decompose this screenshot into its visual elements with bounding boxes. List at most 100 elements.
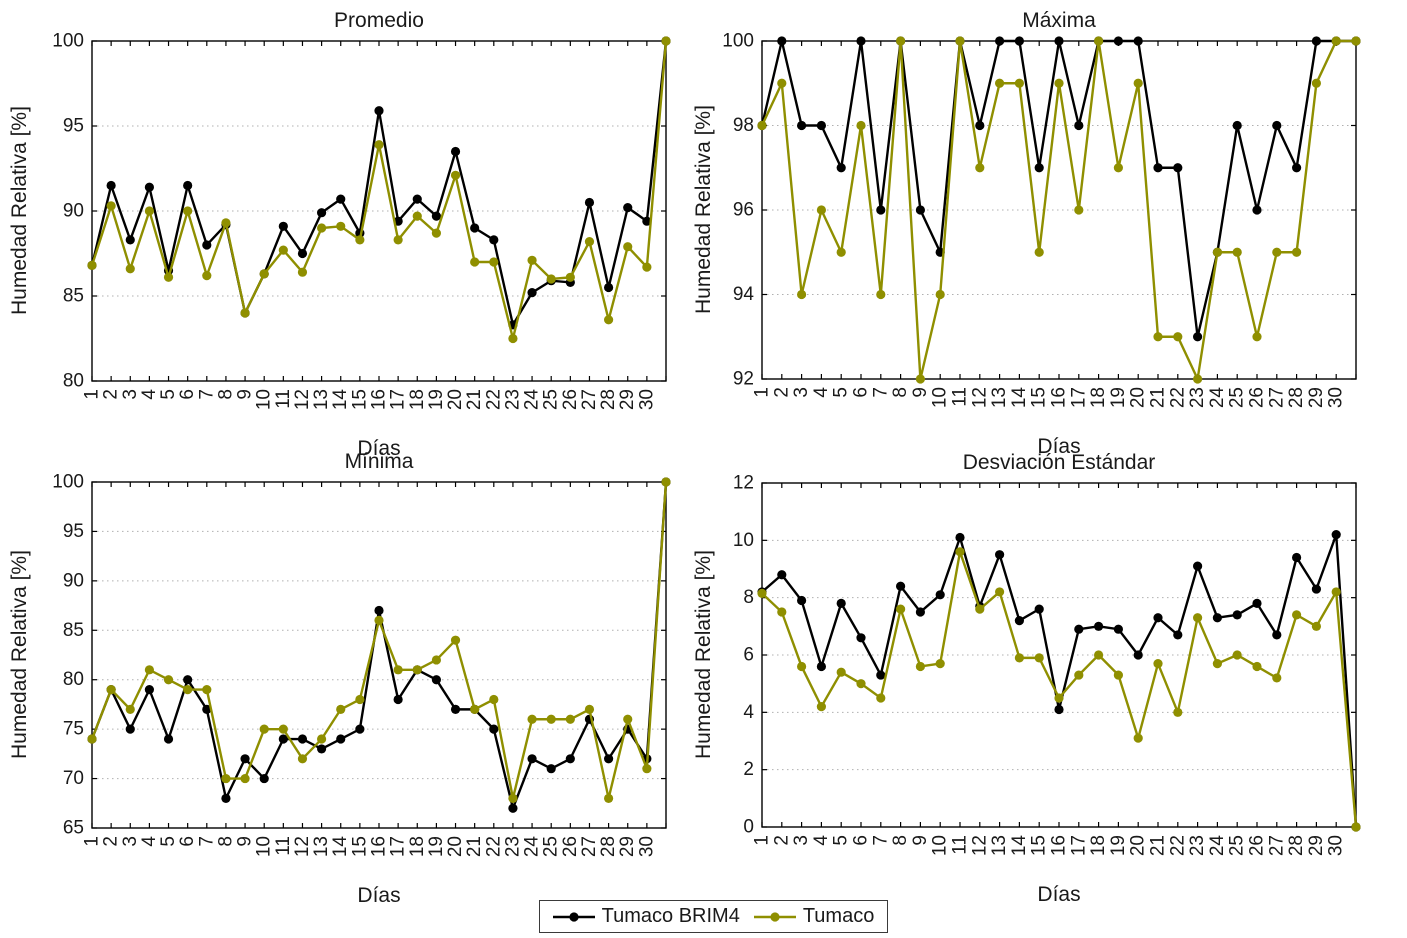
- svg-text:28: 28: [1286, 387, 1307, 408]
- svg-text:17: 17: [388, 389, 409, 410]
- svg-text:17: 17: [1068, 387, 1089, 408]
- svg-text:94: 94: [733, 284, 755, 305]
- svg-text:27: 27: [579, 836, 600, 857]
- svg-text:13: 13: [989, 387, 1010, 408]
- svg-text:2: 2: [771, 835, 792, 846]
- svg-text:85: 85: [63, 286, 84, 307]
- svg-text:22: 22: [483, 836, 504, 857]
- svg-text:25: 25: [541, 836, 562, 857]
- svg-text:100: 100: [52, 31, 84, 52]
- svg-text:24: 24: [522, 836, 543, 858]
- svg-text:18: 18: [1088, 387, 1109, 408]
- x-axis-label-desviacion: Días: [1037, 883, 1081, 906]
- svg-text:1: 1: [752, 835, 773, 846]
- svg-text:12: 12: [292, 389, 313, 410]
- svg-text:12: 12: [969, 387, 990, 408]
- svg-text:0: 0: [743, 817, 754, 838]
- chart-desviacion-estandar: 1234567891011121314151617181920212223242…: [733, 473, 1361, 857]
- svg-text:27: 27: [1266, 835, 1287, 856]
- svg-text:6: 6: [851, 387, 872, 398]
- svg-text:20: 20: [1128, 835, 1149, 856]
- svg-text:13: 13: [311, 836, 332, 857]
- svg-text:100: 100: [722, 31, 754, 52]
- svg-text:96: 96: [733, 200, 754, 221]
- svg-text:7: 7: [870, 387, 891, 398]
- y-axis-label-promedio: Humedad Relativa [%]: [8, 106, 31, 316]
- svg-text:1: 1: [752, 387, 773, 398]
- svg-text:3: 3: [791, 835, 812, 846]
- svg-text:30: 30: [1326, 835, 1347, 856]
- svg-text:95: 95: [63, 116, 84, 137]
- svg-text:26: 26: [560, 389, 581, 410]
- y-axis-label-minima: Humedad Relativa [%]: [8, 550, 31, 760]
- svg-text:15: 15: [1029, 835, 1050, 856]
- svg-text:21: 21: [1148, 835, 1169, 856]
- svg-text:2: 2: [101, 836, 122, 847]
- svg-text:8: 8: [215, 836, 236, 847]
- svg-text:25: 25: [1227, 387, 1248, 408]
- svg-text:1: 1: [82, 389, 103, 400]
- svg-text:19: 19: [426, 389, 447, 410]
- svg-text:14: 14: [330, 389, 351, 411]
- svg-text:24: 24: [1207, 387, 1228, 409]
- svg-text:23: 23: [502, 836, 523, 857]
- chart-title-minima: Mínima: [344, 450, 414, 473]
- svg-text:11: 11: [950, 835, 971, 855]
- svg-text:15: 15: [1029, 387, 1050, 408]
- legend-line-marker-olive: [753, 908, 796, 926]
- svg-text:14: 14: [1009, 387, 1030, 409]
- svg-text:18: 18: [407, 836, 428, 857]
- svg-text:26: 26: [1247, 835, 1268, 856]
- legend-label-tumaco-brim4: Tumaco BRIM4: [601, 905, 740, 927]
- svg-text:17: 17: [388, 836, 409, 857]
- legend-line-marker-black: [552, 908, 595, 926]
- svg-text:15: 15: [349, 836, 370, 857]
- svg-text:17: 17: [1068, 835, 1089, 856]
- svg-text:20: 20: [445, 389, 466, 410]
- svg-text:98: 98: [733, 115, 754, 136]
- svg-text:4: 4: [139, 836, 160, 847]
- svg-text:90: 90: [63, 570, 84, 591]
- svg-text:28: 28: [1286, 835, 1307, 856]
- svg-text:15: 15: [349, 389, 370, 410]
- y-axis-label-desviacion: Humedad Relativa [%]: [692, 550, 715, 760]
- svg-text:20: 20: [445, 836, 466, 857]
- svg-text:90: 90: [63, 201, 84, 222]
- svg-text:6: 6: [177, 389, 198, 400]
- svg-text:22: 22: [1167, 835, 1188, 856]
- svg-text:4: 4: [139, 389, 160, 400]
- svg-text:23: 23: [502, 389, 523, 410]
- svg-text:16: 16: [369, 836, 390, 857]
- svg-text:29: 29: [1306, 835, 1327, 856]
- svg-text:22: 22: [483, 389, 504, 410]
- svg-text:20: 20: [1128, 387, 1149, 408]
- svg-text:27: 27: [1266, 387, 1287, 408]
- svg-text:4: 4: [743, 702, 754, 723]
- x-axis-label-maxima: Días: [1037, 435, 1081, 458]
- chart-title-promedio: Promedio: [334, 9, 424, 32]
- svg-text:28: 28: [598, 836, 619, 857]
- svg-text:70: 70: [63, 768, 84, 789]
- svg-text:8: 8: [890, 835, 911, 846]
- svg-text:13: 13: [989, 835, 1010, 856]
- svg-text:5: 5: [831, 387, 852, 398]
- svg-text:23: 23: [1187, 835, 1208, 856]
- svg-text:8: 8: [743, 587, 754, 608]
- svg-text:30: 30: [636, 389, 657, 410]
- svg-text:14: 14: [1009, 835, 1030, 857]
- svg-text:92: 92: [733, 369, 754, 390]
- svg-text:21: 21: [1148, 387, 1169, 408]
- legend-label-tumaco: Tumaco: [802, 905, 875, 927]
- x-axis-label-promedio: Días: [357, 437, 401, 460]
- svg-text:8: 8: [890, 387, 911, 398]
- svg-text:30: 30: [636, 836, 657, 857]
- legend-item-tumaco: Tumaco: [753, 905, 875, 928]
- svg-text:25: 25: [1227, 835, 1248, 856]
- svg-text:3: 3: [120, 389, 141, 400]
- chart-promedio: 1234567891011121314151617181920212223242…: [52, 31, 671, 411]
- svg-text:65: 65: [63, 818, 84, 839]
- chart-minima: 1234567891011121314151617181920212223242…: [52, 472, 671, 858]
- svg-text:7: 7: [196, 836, 217, 847]
- svg-text:11: 11: [273, 389, 294, 409]
